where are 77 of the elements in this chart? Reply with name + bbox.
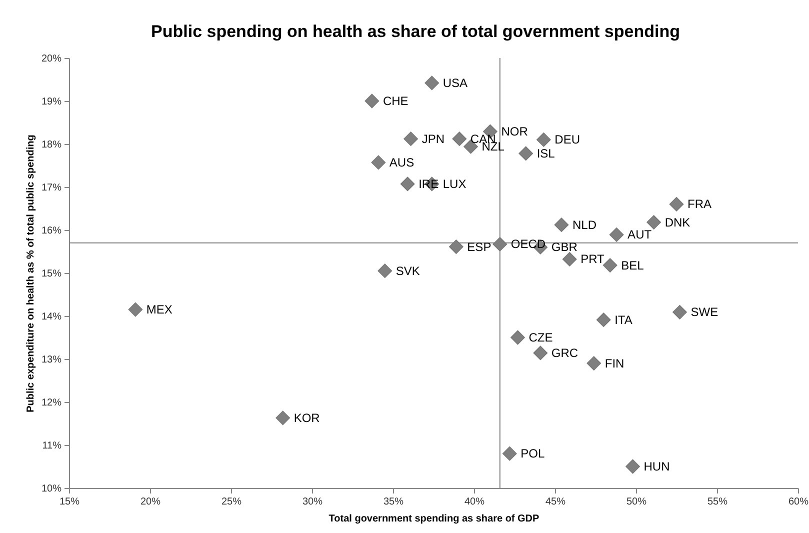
point: [128, 302, 143, 317]
point: [562, 252, 577, 266]
x-tick-label: 50%: [626, 496, 647, 508]
annotation: NOR: [501, 124, 528, 139]
annotation: FIN: [604, 356, 624, 370]
y-tick-label: 16%: [41, 226, 62, 236]
y-tick-label: 18%: [41, 140, 62, 150]
y-tick-label: 14%: [41, 312, 62, 322]
annotation: PRT: [580, 252, 606, 266]
annotation: ITA: [614, 312, 632, 327]
y-tick-label: 20%: [41, 54, 62, 64]
point: [596, 312, 611, 328]
annotation: AUS: [389, 155, 414, 170]
annotation: BEL: [621, 258, 644, 272]
point: [378, 264, 392, 278]
point: [448, 240, 464, 254]
chart-title: Public spending on health as share of total government spending: [151, 22, 680, 41]
point: [536, 132, 551, 147]
annotation: ISL: [536, 146, 556, 160]
y-tick-label: 12%: [41, 398, 62, 408]
point: [554, 218, 569, 232]
x-tick-label: 55%: [707, 496, 728, 508]
point: [400, 176, 415, 192]
point: [510, 330, 525, 345]
y-tick-label: 15%: [41, 268, 62, 280]
annotation: ESP: [467, 240, 492, 254]
annotation: KOR: [294, 410, 320, 425]
annotation: HUN: [644, 460, 670, 474]
y-tick-label: 17%: [41, 182, 62, 194]
point: [452, 132, 467, 146]
x-axis-title: Total government spending as share of GDP: [328, 514, 540, 524]
y-axis-title: Public expenditure on health as % of total public spending: [25, 134, 36, 412]
annotation: GBR: [551, 240, 578, 254]
annotation: JPN: [422, 132, 444, 146]
annotation: SWE: [690, 305, 718, 320]
point: [672, 304, 687, 320]
annotation: CHE: [382, 94, 408, 108]
y-tick-label: 13%: [41, 354, 62, 366]
annotation: DNK: [664, 215, 690, 230]
annotation: SVK: [396, 264, 420, 278]
point: [276, 410, 290, 426]
annotation: LUX: [442, 176, 466, 191]
point: [626, 459, 640, 474]
annotation: POL: [520, 446, 545, 461]
x-tick-label: 25%: [221, 496, 242, 508]
point: [602, 258, 618, 272]
point: [492, 237, 508, 252]
annotation: FRA: [688, 197, 712, 212]
point: [533, 346, 548, 360]
annotation: MEX: [146, 302, 172, 317]
annotation: NLD: [572, 218, 597, 232]
point: [586, 356, 602, 370]
point: [404, 132, 418, 146]
point: [609, 228, 624, 242]
x-tick-label: 20%: [140, 496, 161, 508]
y-tick-label: 11%: [42, 440, 62, 452]
point: [424, 76, 440, 90]
x-tick-label: 60%: [788, 496, 809, 508]
point: [502, 446, 517, 461]
annotation: DEU: [554, 132, 580, 147]
point: [518, 146, 534, 161]
annotation: GRC: [551, 346, 578, 360]
annotation: AUT: [628, 228, 652, 242]
point: [646, 215, 662, 230]
point: [371, 155, 386, 170]
point: [364, 94, 380, 108]
x-tick-label: 40%: [464, 496, 485, 508]
x-tick-label: 30%: [302, 496, 323, 508]
point: [669, 197, 684, 212]
annotation: CZE: [528, 330, 553, 344]
y-tick-label: 10%: [41, 484, 62, 494]
annotation: OECD: [510, 237, 546, 252]
x-tick-label: 45%: [545, 496, 566, 508]
y-tick-label: 19%: [41, 96, 62, 108]
x-tick-label: 15%: [59, 496, 80, 508]
x-tick-label: 35%: [383, 496, 404, 508]
annotation: USA: [442, 76, 468, 90]
